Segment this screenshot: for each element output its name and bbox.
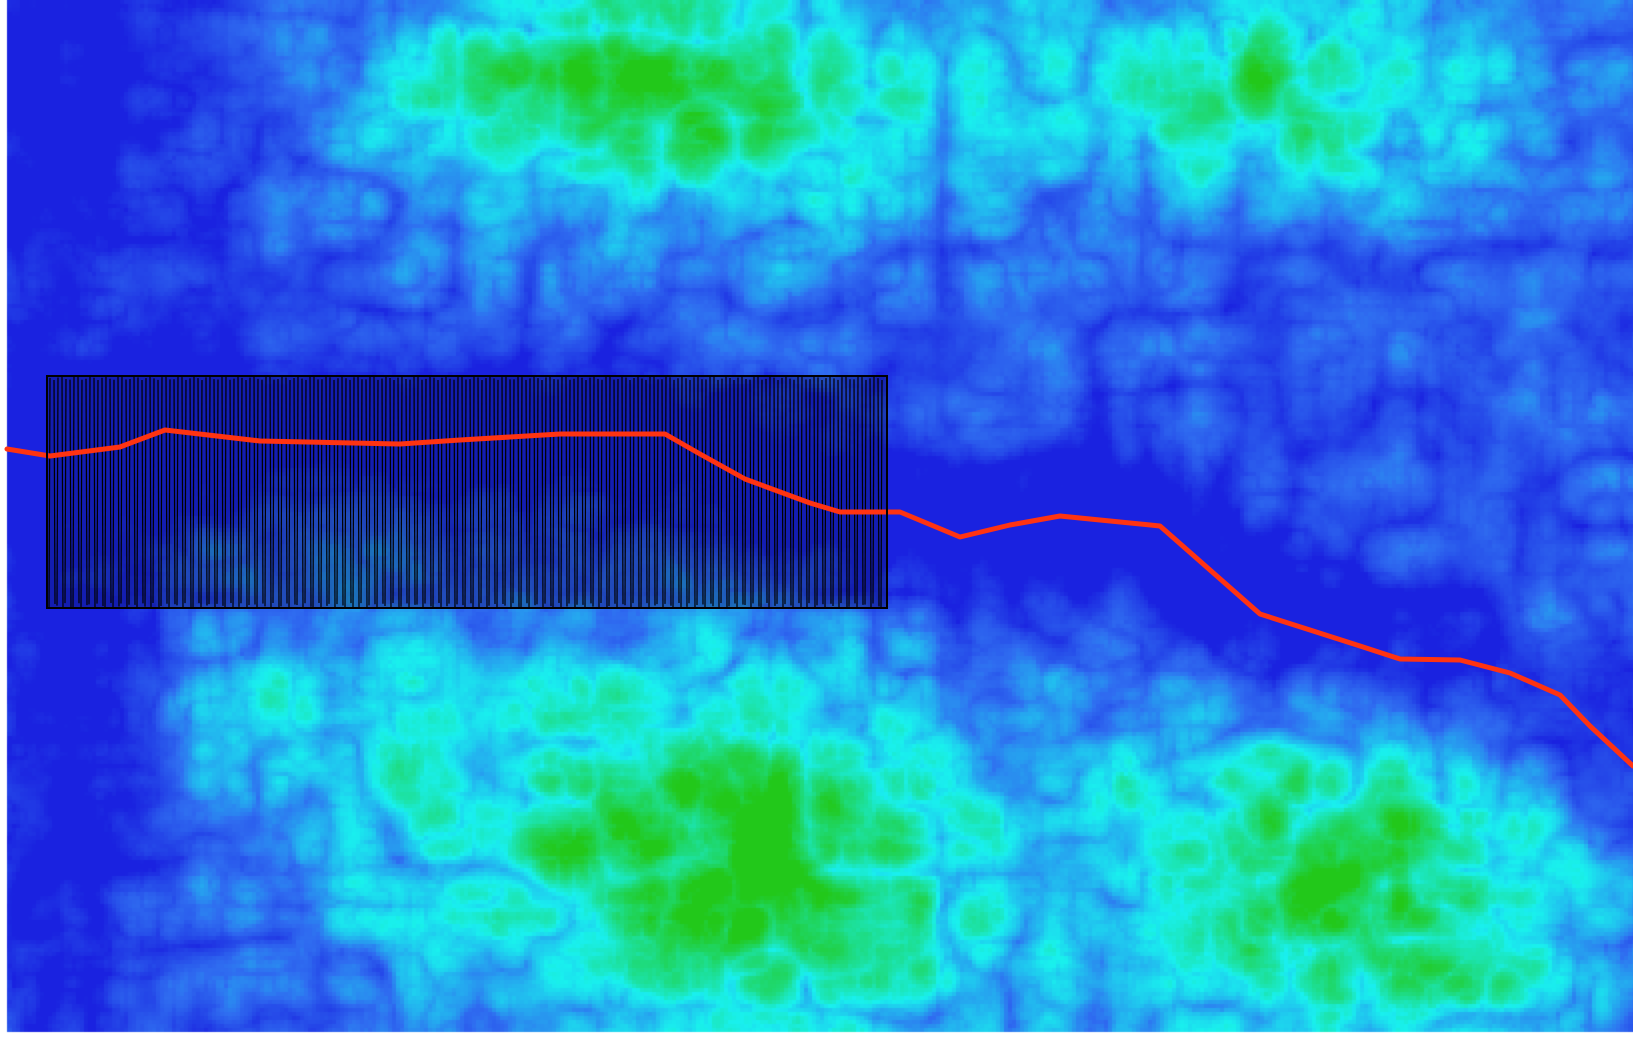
- elevation-raster-map[interactable]: [0, 0, 1633, 1040]
